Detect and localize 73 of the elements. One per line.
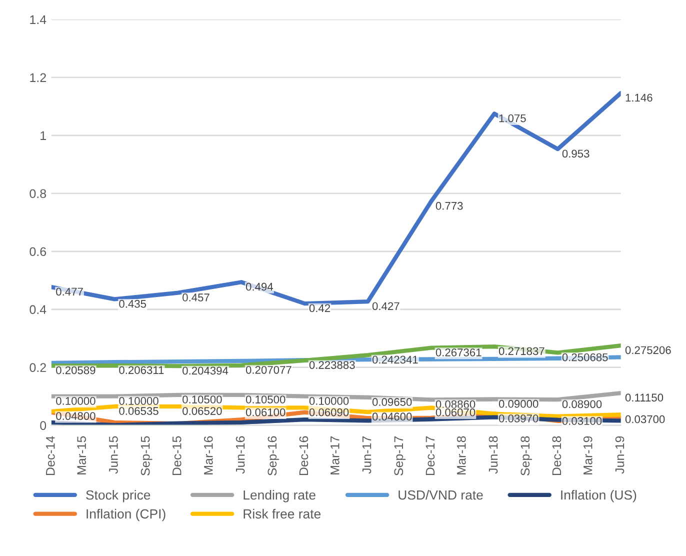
x-tick-label: Jun-19 [615, 436, 624, 474]
data-label: 0.250685 [562, 353, 608, 362]
data-label: 0.207077 [246, 366, 292, 374]
data-label: 0.435 [119, 300, 146, 308]
x-tick-label: Dec-18 [552, 436, 562, 476]
legend-label: Inflation (US) [561, 490, 636, 502]
data-label: 0.477 [56, 288, 83, 296]
y-tick-label: 1 [40, 131, 46, 140]
y-tick-label: 0.8 [30, 189, 46, 198]
data-label: 0.06520 [182, 407, 222, 415]
data-label: 0.08860 [436, 400, 476, 408]
data-label: 0.10500 [246, 396, 286, 404]
y-tick-label: 1.4 [30, 15, 46, 24]
y-tick-label: 0 [40, 421, 46, 430]
data-label: 0.06100 [246, 408, 286, 416]
x-tick-label: Mar-17 [330, 436, 340, 474]
data-label: 0.06535 [119, 407, 158, 415]
x-tick-label: Dec-16 [299, 436, 308, 476]
data-label: 0.10000 [119, 397, 158, 405]
data-label: 0.10500 [182, 396, 222, 404]
x-tick-label: Mar-16 [204, 436, 213, 474]
data-label: 0.08900 [562, 400, 602, 408]
data-label: 0.10000 [56, 397, 96, 405]
data-label: 0.04800 [56, 412, 96, 420]
data-label: 0.223883 [309, 361, 355, 369]
data-label: 0.20589 [56, 366, 96, 374]
data-label: 0.03970 [498, 414, 538, 422]
data-label: 0.267361 [436, 348, 482, 356]
data-label: 0.494 [246, 282, 274, 291]
x-tick-label: Jun-15 [109, 436, 118, 474]
data-label: 0.11150 [625, 394, 664, 402]
y-tick-label: 0.6 [30, 247, 46, 256]
x-tick-label: Sep-18 [520, 436, 532, 476]
x-tick-label: Sep-17 [394, 436, 406, 476]
x-tick-label: Jun-18 [488, 436, 498, 474]
y-tick-label: 0.4 [30, 305, 46, 314]
x-tick-label: Dec-17 [426, 436, 435, 476]
x-tick-label: Sep-16 [268, 436, 280, 476]
data-label: 0.06070 [436, 408, 476, 416]
x-tick-label: Mar-18 [456, 436, 466, 474]
legend-label: Stock price [86, 490, 150, 502]
x-tick-label: Dec-15 [172, 436, 182, 476]
data-label: 1.075 [499, 114, 526, 122]
x-tick-label: Mar-15 [77, 436, 86, 474]
data-label: 0.42 [309, 304, 330, 312]
data-label: 0.03700 [625, 415, 665, 424]
legend-label: Risk free rate [244, 508, 321, 519]
legend-label: USD/VND rate [398, 490, 483, 500]
x-tick-label: Mar-19 [583, 436, 592, 474]
data-label: 0.953 [562, 150, 590, 158]
data-label: 1.146 [626, 94, 652, 102]
y-tick-label: 0.2 [30, 363, 46, 372]
legend-label: Inflation (CPI) [86, 508, 166, 522]
data-label: 0.427 [372, 302, 400, 310]
data-label: 0.204394 [182, 366, 228, 375]
data-label: 0.06090 [309, 408, 349, 416]
data-label: 0.242341 [372, 356, 418, 364]
x-tick-label: Jun-16 [236, 436, 245, 474]
legend-label: Lending rate [244, 490, 316, 502]
data-label: 0.09000 [498, 400, 538, 408]
data-label: 0.03100 [562, 417, 602, 425]
data-label: 0.457 [182, 294, 210, 302]
x-tick-label: Sep-15 [140, 436, 152, 476]
x-tick-label: Dec-14 [46, 436, 55, 476]
data-label: 0.10000 [309, 397, 349, 405]
y-tick-label: 1.2 [30, 73, 46, 82]
data-label: 0.09650 [372, 398, 412, 406]
data-label: 0.206311 [119, 366, 164, 374]
x-tick-label: Jun-17 [362, 436, 372, 474]
data-label: 0.275206 [625, 346, 671, 354]
data-label: 0.773 [436, 202, 463, 210]
data-label: 0.271837 [498, 347, 544, 356]
data-label: 0.04600 [372, 412, 412, 421]
